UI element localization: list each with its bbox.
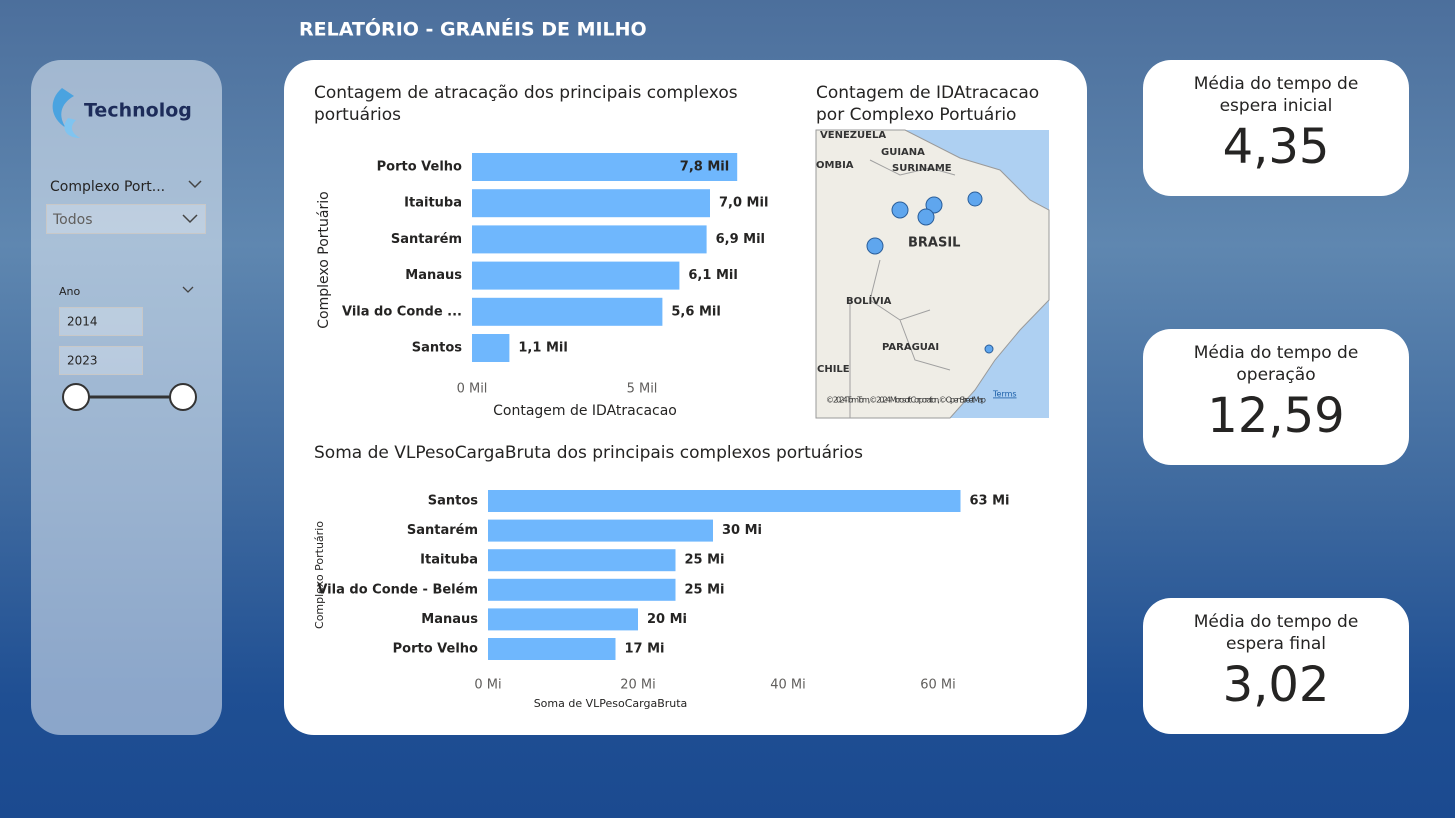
bar — [488, 638, 616, 660]
bar — [488, 578, 676, 601]
map-bubble[interactable] — [984, 344, 994, 354]
kpi-label: Média do tempo de operação — [1193, 343, 1359, 385]
map-label: VENEZUELA — [820, 130, 886, 141]
map-label: SURINAME — [892, 163, 952, 174]
chevron — [182, 214, 198, 224]
category-label: Manaus — [405, 268, 462, 283]
year-input[interactable] — [59, 307, 143, 336]
x-tick-label: 40 Mi — [770, 678, 806, 693]
category-label: Santarém — [391, 232, 462, 247]
data-label: 25 Mi — [685, 553, 725, 568]
year-input[interactable] — [59, 346, 143, 375]
bar — [472, 334, 510, 362]
bar — [472, 261, 680, 290]
x-axis-title: Soma de VLPesoCargaBruta — [534, 697, 688, 710]
data-label: 7,0 Mil — [719, 196, 768, 211]
map-label: CHILE — [817, 364, 850, 375]
data-label: 17 Mi — [625, 642, 665, 657]
data-label: 30 Mi — [722, 523, 762, 538]
slider-handle[interactable] — [62, 383, 90, 411]
data-label: 25 Mi — [685, 582, 725, 597]
y-axis-title: Complexo Portuário — [316, 191, 332, 328]
chevron — [182, 286, 194, 293]
kpi-card: Média do tempo de espera final 3,02 — [1143, 598, 1409, 734]
category-label: Itaituba — [420, 553, 478, 568]
x-axis-title: Contagem de IDAtracacao — [493, 403, 677, 419]
chart-title: Soma de VLPesoCargaBruta dos principais … — [314, 443, 863, 463]
x-tick-label: 5 Mil — [627, 382, 658, 397]
data-label: 6,1 Mil — [688, 268, 737, 283]
data-label: 1,1 Mil — [518, 341, 567, 356]
bar — [472, 153, 738, 181]
category-label: Itaituba — [404, 196, 462, 211]
map-bubble[interactable] — [967, 191, 983, 207]
filter-label: Complexo Port... — [50, 179, 165, 195]
category-label: Santos — [412, 341, 463, 356]
kpi-card: Média do tempo de operação 12,59 — [1143, 329, 1409, 465]
x-tick-label: 60 Mi — [920, 678, 956, 693]
data-label: 63 Mi — [970, 494, 1010, 509]
map-bubble[interactable] — [891, 201, 909, 219]
data-label: 5,6 Mil — [671, 304, 720, 319]
kpi-label: Média do tempo de espera inicial — [1193, 74, 1359, 116]
data-label: 6,9 Mil — [716, 232, 765, 247]
kpi-value: 3,02 — [1222, 657, 1330, 713]
kpi-value: 4,35 — [1222, 119, 1330, 175]
logo-icon — [64, 118, 80, 138]
category-label: Vila do Conde ... — [342, 304, 462, 319]
category-label: Porto Velho — [393, 642, 478, 657]
map-terms[interactable]: Terms — [992, 390, 1017, 399]
year-from: 2014 — [67, 315, 98, 329]
dropdown-value: Todos — [52, 212, 92, 228]
page-title: RELATÓRIO - GRANÉIS DE MILHO — [299, 17, 647, 41]
map-label: BOLÍVIA — [846, 294, 892, 307]
logo-icon — [52, 88, 74, 128]
map-bubble[interactable] — [917, 208, 935, 226]
map-bubble[interactable] — [925, 196, 943, 214]
x-tick-label: 0 Mil — [457, 382, 488, 397]
category-label: Porto Velho — [377, 160, 462, 175]
map-label: PARAGUAI — [882, 342, 939, 353]
year-label: Ano — [59, 285, 80, 298]
map-label: BRASIL — [908, 236, 960, 251]
category-label: Vila do Conde - Belém — [317, 582, 478, 597]
bar — [488, 608, 638, 631]
chevron[interactable] — [188, 180, 202, 189]
bar — [472, 189, 710, 218]
x-tick-label: 20 Mi — [620, 678, 656, 693]
bar — [488, 519, 713, 542]
bar — [488, 549, 676, 572]
bar — [488, 490, 961, 512]
category-label: Santarém — [407, 523, 478, 538]
chart-title: Contagem de atracação dos principais com… — [314, 83, 738, 125]
map-bubble[interactable] — [866, 237, 884, 255]
map-label: OMBIA — [816, 160, 854, 171]
kpi-label: Média do tempo de espera final — [1193, 612, 1359, 654]
kpi-card: Média do tempo de espera inicial 4,35 — [1143, 60, 1409, 196]
year-to: 2023 — [67, 354, 98, 368]
data-label: 7,8 Mil — [680, 160, 729, 175]
bar — [472, 225, 707, 254]
x-tick-label: 0 Mi — [474, 678, 501, 693]
dropdown[interactable] — [46, 204, 206, 234]
category-label: Santos — [428, 494, 479, 509]
map-title: Contagem de IDAtracacao por Complexo Por… — [816, 83, 1040, 125]
slider-handle[interactable] — [169, 383, 197, 411]
map-attribution: © 2024 TomTom, © 2024 Microsoft Corporat… — [826, 396, 986, 405]
border — [849, 159, 956, 418]
y-axis-title: Complexo Portuário — [313, 521, 326, 629]
map-label: GUIANA — [881, 147, 925, 158]
bar — [472, 297, 663, 326]
logo-text: Technolog — [84, 100, 192, 122]
category-label: Manaus — [421, 612, 478, 627]
kpi-value: 12,59 — [1207, 388, 1345, 444]
data-label: 20 Mi — [647, 612, 687, 627]
